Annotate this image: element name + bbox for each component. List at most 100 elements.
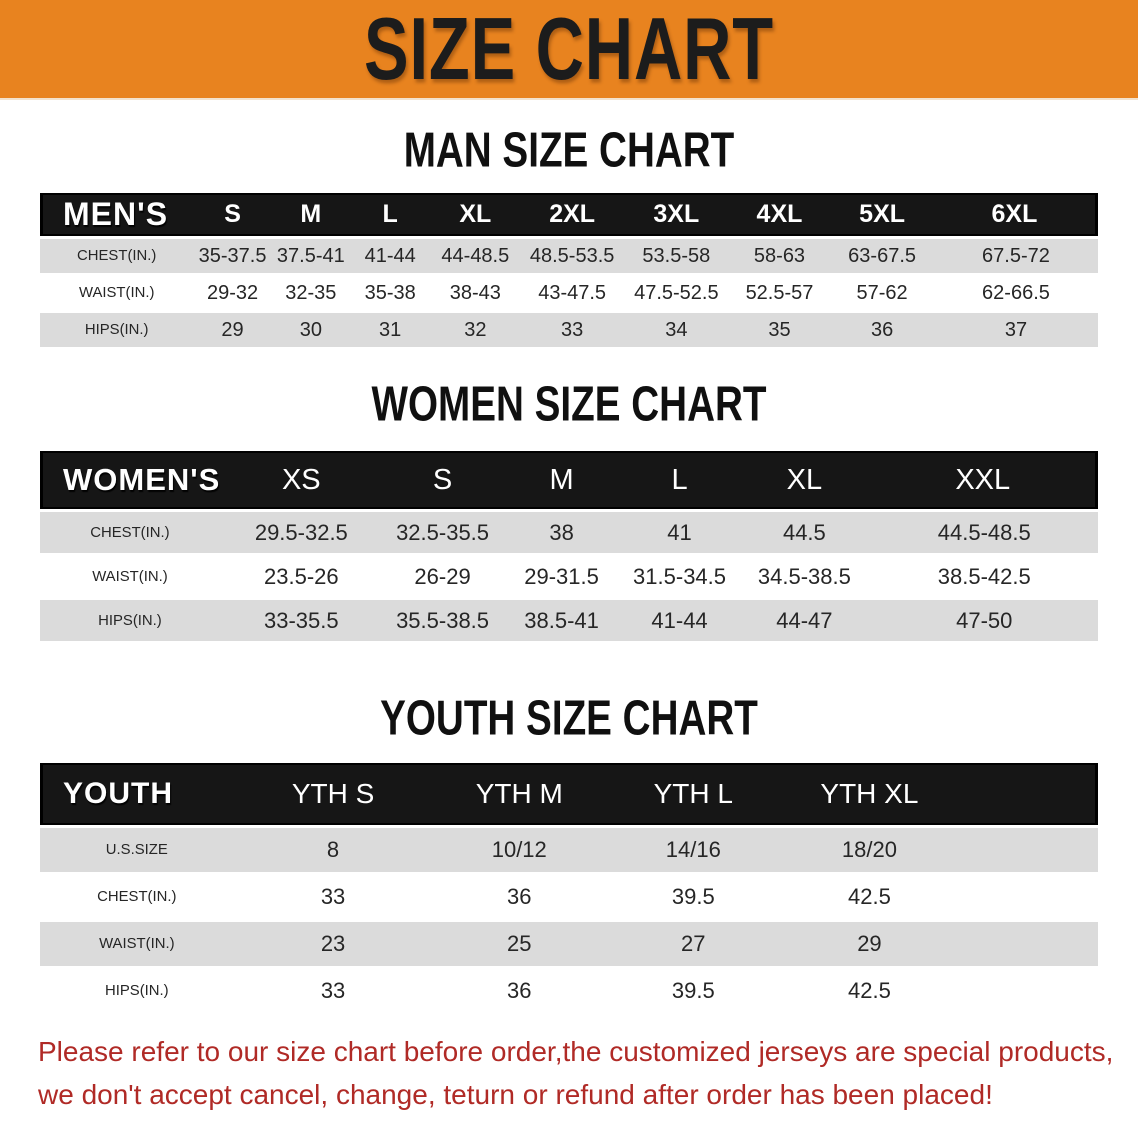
size-value-cell: 23 [320,931,346,957]
measurement-label: CHEST(IN.) [90,524,170,541]
measurement-row: CHEST(IN.) 35-37.5 37.5-41 41-44 44-48.5 48.5… [40,239,1098,274]
men-section: MAN SIZE CHART MEN'S S M L XL 2XL 3XL 4XL 5XL 6XL… [0,122,1138,350]
disclaimer-line-1: Please refer to our size chart before or… [38,1036,1114,1068]
size-table-header-row: YOUTH YTH S YTH M YTH L YTH XL [40,763,1098,826]
size-value-cell: 31 [379,318,402,341]
measurement-row: CHEST(IN.) 29.5-32.5 32.5-35.5 38 41 44.5 44.5… [40,512,1098,554]
youth-size-table: YOUTH YTH S YTH M YTH L YTH XL U.S.SIZE 8 10/12… [40,760,1098,1016]
women-size-table: WOMEN'S XS S M L XL XXL CHEST(IN.) 29.5-32.5 32.5… [40,448,1098,644]
size-value-cell: 37.5-41 [276,244,345,267]
banner: SIZE CHART [0,0,1138,100]
size-value-cell: 67.5-72 [982,244,1050,267]
size-value-cell: 29-32 [206,281,259,304]
spacer-cell [958,875,1098,919]
youth-section: YOUTH SIZE CHART YOUTH YTH S YTH M YTH L YTH… [0,690,1138,1016]
size-value-cell: 42.5 [848,978,891,1004]
size-value-cell: 29 [221,318,244,341]
size-value-cell: 29 [857,931,882,957]
size-column-header: XL [430,193,521,237]
disclaimer-line-2: we don't accept cancel, change, teturn o… [38,1078,993,1110]
size-value-cell: 38-43 [449,281,501,304]
measurement-row: WAIST(IN.) 23 25 27 29 [40,922,1098,967]
size-value-cell: 35-38 [364,281,416,304]
size-value-cell: 47.5-52.5 [634,281,719,304]
size-value-cell: 58-63 [753,244,806,267]
women-section-heading: WOMEN SIZE CHART [371,375,767,432]
measurement-row: WAIST(IN.) 29-32 32-35 35-38 38-43 43-47.5 47.… [40,276,1098,311]
men-size-table: MEN'S S M L XL 2XL 3XL 4XL 5XL 6XL CHEST(IN.) 35-37… [40,190,1098,350]
measurement-label: WAIST(IN.) [92,568,168,585]
size-column-header: M [271,193,350,237]
size-column-header: L [620,451,739,510]
measurement-label: WAIST(IN.) [99,936,175,953]
size-column-header: L [349,193,431,237]
measurement-row: CHEST(IN.) 33 36 39.5 42.5 [40,875,1098,920]
table-corner-label: MEN'S [40,193,194,237]
size-value-cell: 44-47 [776,607,833,633]
size-column-header: YTH S [233,763,433,826]
size-value-cell: 39.5 [671,884,715,910]
size-value-cell: 23.5-26 [264,563,339,589]
size-value-cell: 18/20 [841,837,897,863]
size-value-cell: 35-37.5 [198,244,267,267]
size-column-header: 3XL [623,193,729,237]
size-value-cell: 38.5-41 [524,607,599,633]
size-value-cell: 10/12 [491,837,547,863]
size-value-cell: 57-62 [856,281,908,304]
size-value-cell: 25 [507,931,532,957]
table-corner-label: WOMEN'S [40,451,220,510]
spacer-cell [958,922,1098,966]
measurement-row: WAIST(IN.) 23.5-26 26-29 29-31.5 31.5-34.5 34… [40,556,1098,598]
size-value-cell: 41-44 [364,244,416,267]
size-column-header: YTH XL [780,763,959,826]
measurement-row: U.S.SIZE 8 10/12 14/16 18/20 [40,828,1098,873]
size-column-header: 6XL [933,193,1098,237]
size-value-cell: 14/16 [665,837,721,863]
size-value-cell: 38 [549,519,574,545]
measurement-label: U.S.SIZE [105,842,168,859]
spacer-cell [958,763,1098,826]
size-value-cell: 41 [667,519,692,545]
size-value-cell: 32-35 [285,281,337,304]
spacer-cell [958,969,1098,1013]
size-value-cell: 35 [768,318,791,341]
men-section-heading: MAN SIZE CHART [403,121,735,178]
size-column-header: S [382,451,503,510]
size-value-cell: 38.5-42.5 [937,563,1031,589]
size-column-header: 4XL [728,193,831,237]
size-column-header: 2XL [520,193,624,237]
size-value-cell: 43-47.5 [538,281,607,304]
size-table-header-row: WOMEN'S XS S M L XL XXL [40,451,1098,510]
size-value-cell: 41-44 [651,607,708,633]
size-table-header-row: MEN'S S M L XL 2XL 3XL 4XL 5XL 6XL [40,193,1098,237]
measurement-label: HIPS(IN.) [84,322,149,339]
measurement-row: HIPS(IN.) 29 30 31 32 33 34 35 36 37 [40,313,1098,348]
size-value-cell: 33-35.5 [264,607,339,633]
size-column-header: S [193,193,272,237]
size-value-cell: 34.5-38.5 [757,563,851,589]
size-value-cell: 27 [681,931,706,957]
size-value-cell: 34 [665,318,688,341]
measurement-label: CHEST(IN.) [97,889,177,906]
size-value-cell: 42.5 [848,884,891,910]
size-column-header: YTH M [432,763,606,826]
size-value-cell: 32 [464,318,487,341]
size-value-cell: 44-48.5 [441,244,510,267]
size-column-header: XS [219,451,383,510]
size-column-header: M [502,451,621,510]
size-value-cell: 33 [561,318,584,341]
spacer-cell [958,828,1098,872]
size-value-cell: 31.5-34.5 [633,563,727,589]
size-value-cell: 48.5-53.5 [529,244,615,267]
measurement-label: WAIST(IN.) [78,285,155,302]
size-value-cell: 32.5-35.5 [396,519,490,545]
youth-section-heading: YOUTH SIZE CHART [380,689,758,746]
size-value-cell: 44.5 [782,519,826,545]
size-value-cell: 36 [507,978,532,1004]
size-value-cell: 44.5-48.5 [937,519,1031,545]
size-value-cell: 47-50 [956,607,1013,633]
size-column-header: XL [738,451,871,510]
size-value-cell: 35.5-38.5 [396,607,490,633]
size-value-cell: 29.5-32.5 [254,519,348,545]
